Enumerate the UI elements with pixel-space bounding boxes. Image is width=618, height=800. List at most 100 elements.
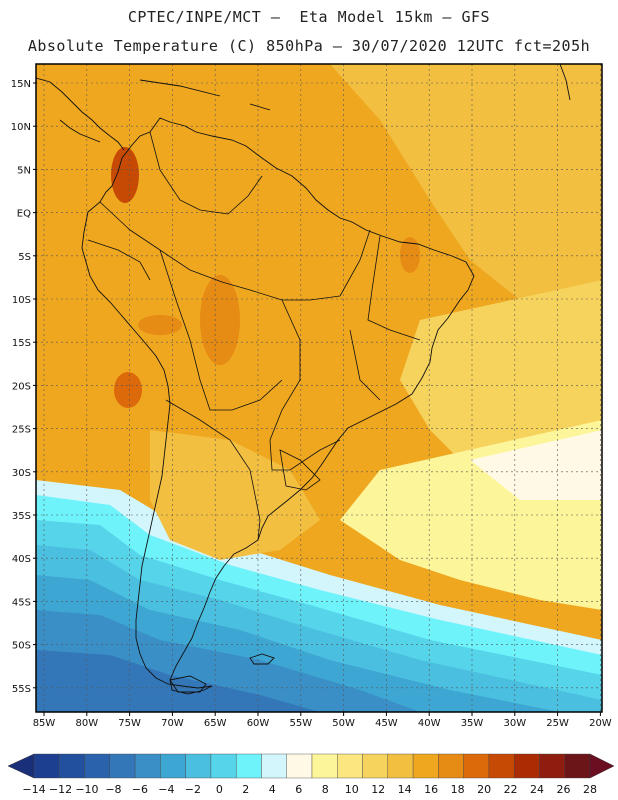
lat-label: EQ bbox=[17, 209, 31, 220]
field-argentina bbox=[150, 430, 320, 560]
colorbar-label: 14 bbox=[398, 783, 412, 796]
lat-label: 15S bbox=[12, 338, 31, 349]
colorbar-swatch bbox=[387, 753, 414, 779]
colorbar-swatch bbox=[286, 753, 313, 779]
colorbar-label: 16 bbox=[424, 783, 438, 796]
colorbar-label: −8 bbox=[105, 783, 121, 796]
colorbar-label: 0 bbox=[216, 783, 223, 796]
border-uruguay bbox=[279, 449, 321, 491]
lon-label: 80W bbox=[75, 718, 98, 729]
lon-label: 45W bbox=[375, 718, 398, 729]
field-atlantic-8 bbox=[470, 430, 602, 500]
graticule bbox=[36, 64, 602, 712]
colorbar-label: 10 bbox=[345, 783, 359, 796]
field-warm-bolivia bbox=[200, 275, 240, 365]
colorbar-label: 26 bbox=[557, 783, 571, 796]
colorbar-swatch bbox=[235, 753, 262, 779]
colorbar-label: 6 bbox=[295, 783, 302, 796]
colorbar-swatch bbox=[463, 753, 490, 779]
colorbar-swatch bbox=[513, 753, 540, 779]
colorbar-swatch bbox=[160, 753, 186, 779]
lat-label: 20S bbox=[12, 381, 31, 392]
colorbar-swatch bbox=[438, 753, 464, 779]
south-america-coast bbox=[81, 117, 475, 695]
lon-label: 20W bbox=[589, 718, 612, 729]
colorbar-label: 24 bbox=[530, 783, 544, 796]
colorbar-label: 12 bbox=[371, 783, 385, 796]
colorbar-right-arrow bbox=[589, 753, 615, 779]
colorbar-label: 8 bbox=[322, 783, 329, 796]
border-chile-argentina bbox=[165, 399, 261, 541]
coastlines bbox=[36, 64, 571, 695]
lon-label: 75W bbox=[118, 718, 141, 729]
field-south-m8 bbox=[36, 650, 320, 712]
country-borders bbox=[87, 131, 421, 541]
lat-label: 10S bbox=[12, 295, 31, 306]
field-hot-colombia bbox=[111, 147, 139, 203]
lat-label: 5N bbox=[17, 165, 31, 176]
lat-label: 35S bbox=[12, 511, 31, 522]
title-line-1: CPTEC/INPE/MCT – Eta Model 15km – GFS bbox=[127, 8, 491, 26]
colorbar-label: 20 bbox=[477, 783, 491, 796]
colorbar-swatch bbox=[59, 753, 85, 779]
latitude-labels: 15N 10N 5N EQ 5S 10S 15S 20S 25S 30S 35S 40S 45S 50S 5… bbox=[11, 79, 36, 695]
border-venezuela bbox=[149, 131, 263, 215]
colorbar-label: −4 bbox=[158, 783, 174, 796]
border-ecuador bbox=[87, 239, 151, 281]
lat-label: 5S bbox=[18, 252, 31, 263]
lon-label: 35W bbox=[461, 718, 484, 729]
lon-label: 55W bbox=[289, 718, 312, 729]
lon-label: 70W bbox=[161, 718, 184, 729]
longitude-labels: 85W 80W 75W 70W 65W 60W 55W 50W 45W 40W 35W 30W 25W 2… bbox=[33, 712, 612, 729]
lat-label: 45S bbox=[12, 597, 31, 608]
colorbar-swatch bbox=[210, 753, 237, 779]
lon-label: 25W bbox=[546, 718, 569, 729]
field-ne-band bbox=[330, 64, 602, 310]
colorbar-swatch bbox=[488, 753, 515, 779]
border-peru-bolivia bbox=[159, 249, 283, 411]
colorbar-label: 4 bbox=[269, 783, 276, 796]
colorbar-swatch bbox=[412, 753, 439, 779]
lat-label: 25S bbox=[12, 425, 31, 436]
colorbar-swatch bbox=[134, 753, 161, 779]
field-warm-peru bbox=[138, 315, 182, 335]
colorbar-swatch bbox=[362, 753, 389, 779]
colorbar-left-arrow bbox=[7, 753, 35, 779]
lat-label: 50S bbox=[12, 641, 31, 652]
temperature-field bbox=[36, 64, 602, 712]
colorbar-swatch bbox=[564, 753, 591, 779]
field-warm-ne-brazil bbox=[400, 237, 420, 273]
colorbar-label: −2 bbox=[185, 783, 201, 796]
colorbar-label: 22 bbox=[504, 783, 518, 796]
lat-label: 15N bbox=[11, 79, 31, 90]
falklands bbox=[249, 653, 275, 665]
field-hot-andes bbox=[114, 372, 142, 408]
colorbar-label: 18 bbox=[451, 783, 465, 796]
lat-label: 55S bbox=[12, 684, 31, 695]
field-atlantic-14 bbox=[400, 280, 602, 480]
lat-label: 30S bbox=[12, 468, 31, 479]
border-colombia-peru bbox=[99, 201, 341, 301]
colorbar-label: 2 bbox=[242, 783, 249, 796]
colorbar-swatch bbox=[185, 753, 212, 779]
lon-label: 65W bbox=[204, 718, 227, 729]
colorbar-swatch bbox=[261, 753, 287, 779]
central-america-coast bbox=[36, 77, 125, 151]
colorbar-label: −6 bbox=[132, 783, 148, 796]
tierra-del-fuego bbox=[169, 675, 207, 693]
colorbar-swatch bbox=[109, 753, 136, 779]
colorbar-label: −12 bbox=[49, 783, 72, 796]
lon-label: 60W bbox=[247, 718, 270, 729]
colorbar: −14 −12 −10 −8 −6 −4 −2 0 2 4 6 8 10 12 14 16 18 20 22 24 26… bbox=[7, 753, 615, 796]
map-frame bbox=[35, 63, 603, 713]
caribbean-islands bbox=[139, 64, 571, 111]
lon-label: 50W bbox=[332, 718, 355, 729]
colorbar-swatch bbox=[337, 753, 363, 779]
border-brazil-west bbox=[269, 299, 341, 471]
lon-label: 30W bbox=[503, 718, 526, 729]
colorbar-label: 28 bbox=[583, 783, 597, 796]
lat-label: 40S bbox=[12, 554, 31, 565]
colorbar-swatch bbox=[84, 753, 111, 779]
border-brazil-states bbox=[339, 229, 421, 401]
